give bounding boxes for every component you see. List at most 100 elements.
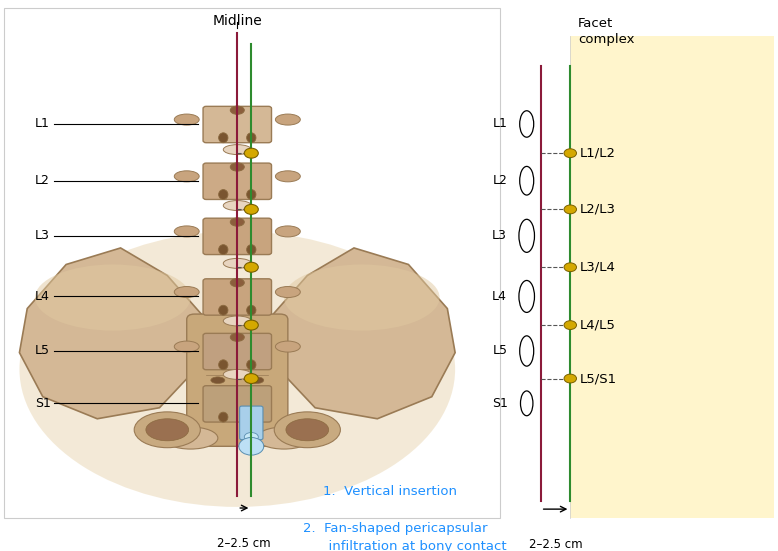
Ellipse shape: [275, 341, 300, 352]
Ellipse shape: [223, 144, 251, 154]
FancyBboxPatch shape: [187, 314, 288, 446]
Ellipse shape: [520, 336, 534, 366]
Circle shape: [244, 262, 258, 272]
FancyBboxPatch shape: [4, 8, 500, 518]
Ellipse shape: [275, 287, 300, 298]
Circle shape: [564, 205, 576, 214]
Ellipse shape: [519, 280, 534, 312]
Circle shape: [244, 320, 258, 330]
Ellipse shape: [520, 391, 533, 415]
Text: L4: L4: [492, 290, 506, 303]
Ellipse shape: [247, 360, 256, 370]
Ellipse shape: [230, 163, 244, 171]
Ellipse shape: [35, 264, 191, 331]
Text: L1/L2: L1/L2: [580, 147, 615, 160]
Polygon shape: [19, 248, 206, 419]
FancyBboxPatch shape: [570, 36, 774, 518]
Circle shape: [239, 437, 264, 455]
Ellipse shape: [230, 218, 244, 226]
Ellipse shape: [520, 166, 534, 195]
Ellipse shape: [519, 219, 534, 252]
Circle shape: [244, 204, 258, 214]
Polygon shape: [268, 248, 455, 419]
Text: L2: L2: [492, 174, 507, 187]
Circle shape: [244, 374, 258, 383]
Ellipse shape: [250, 377, 264, 383]
Ellipse shape: [230, 106, 244, 115]
Ellipse shape: [247, 190, 256, 199]
Ellipse shape: [174, 171, 199, 182]
Ellipse shape: [174, 287, 199, 298]
Text: 2–2.5 cm
lateral: 2–2.5 cm lateral: [218, 537, 271, 551]
Text: L5: L5: [35, 344, 50, 358]
Ellipse shape: [223, 316, 251, 326]
Ellipse shape: [247, 305, 256, 315]
Ellipse shape: [174, 114, 199, 125]
Ellipse shape: [275, 114, 300, 125]
Text: 2.  Fan-shaped pericapsular
      infiltration at bony contact: 2. Fan-shaped pericapsular infiltration …: [303, 522, 507, 551]
Ellipse shape: [274, 412, 340, 447]
Text: L3/L4: L3/L4: [580, 261, 615, 274]
Ellipse shape: [284, 264, 440, 331]
Text: L2: L2: [35, 174, 50, 187]
Ellipse shape: [247, 412, 256, 422]
Ellipse shape: [19, 231, 455, 507]
Circle shape: [564, 374, 576, 383]
Text: Facet
complex: Facet complex: [578, 17, 635, 46]
Ellipse shape: [211, 355, 225, 361]
Text: L4/L5: L4/L5: [580, 318, 615, 332]
Ellipse shape: [286, 419, 328, 441]
Ellipse shape: [223, 201, 251, 210]
Ellipse shape: [223, 369, 251, 379]
Ellipse shape: [163, 427, 218, 449]
Ellipse shape: [520, 111, 534, 137]
Ellipse shape: [146, 419, 189, 441]
Ellipse shape: [244, 433, 258, 441]
FancyBboxPatch shape: [203, 218, 272, 255]
Circle shape: [564, 149, 576, 158]
FancyBboxPatch shape: [203, 333, 272, 370]
Text: 1.  Vertical insertion: 1. Vertical insertion: [323, 485, 457, 498]
Ellipse shape: [219, 245, 228, 255]
FancyBboxPatch shape: [203, 106, 272, 143]
Text: L1: L1: [492, 117, 507, 131]
Text: L3: L3: [492, 229, 506, 242]
Ellipse shape: [211, 399, 225, 406]
FancyBboxPatch shape: [203, 279, 272, 315]
Ellipse shape: [211, 377, 225, 383]
Ellipse shape: [219, 412, 228, 422]
Text: L2/L3: L2/L3: [580, 203, 615, 216]
Ellipse shape: [247, 133, 256, 143]
Text: L4: L4: [35, 290, 50, 303]
Ellipse shape: [230, 333, 244, 341]
Text: L5: L5: [492, 344, 507, 358]
Ellipse shape: [135, 412, 201, 447]
Ellipse shape: [250, 355, 264, 361]
FancyBboxPatch shape: [203, 386, 272, 422]
Text: S1: S1: [35, 397, 51, 410]
Ellipse shape: [223, 258, 251, 268]
Ellipse shape: [275, 171, 300, 182]
Text: Midline: Midline: [212, 14, 262, 28]
FancyBboxPatch shape: [240, 406, 263, 440]
Text: L5/S1: L5/S1: [580, 372, 617, 385]
Ellipse shape: [219, 360, 228, 370]
Ellipse shape: [219, 190, 228, 199]
FancyBboxPatch shape: [203, 163, 272, 199]
Ellipse shape: [230, 278, 244, 287]
Circle shape: [244, 148, 258, 158]
Circle shape: [564, 321, 576, 329]
Ellipse shape: [257, 427, 311, 449]
Text: L3: L3: [35, 229, 50, 242]
Text: 2–2.5 cm
lateral: 2–2.5 cm lateral: [529, 538, 582, 551]
Ellipse shape: [174, 341, 199, 352]
Text: L1: L1: [35, 117, 50, 131]
Ellipse shape: [219, 305, 228, 315]
Text: S1: S1: [492, 397, 508, 410]
Circle shape: [564, 263, 576, 272]
Ellipse shape: [275, 226, 300, 237]
Ellipse shape: [247, 245, 256, 255]
Ellipse shape: [219, 133, 228, 143]
Ellipse shape: [250, 399, 264, 406]
Ellipse shape: [174, 226, 199, 237]
